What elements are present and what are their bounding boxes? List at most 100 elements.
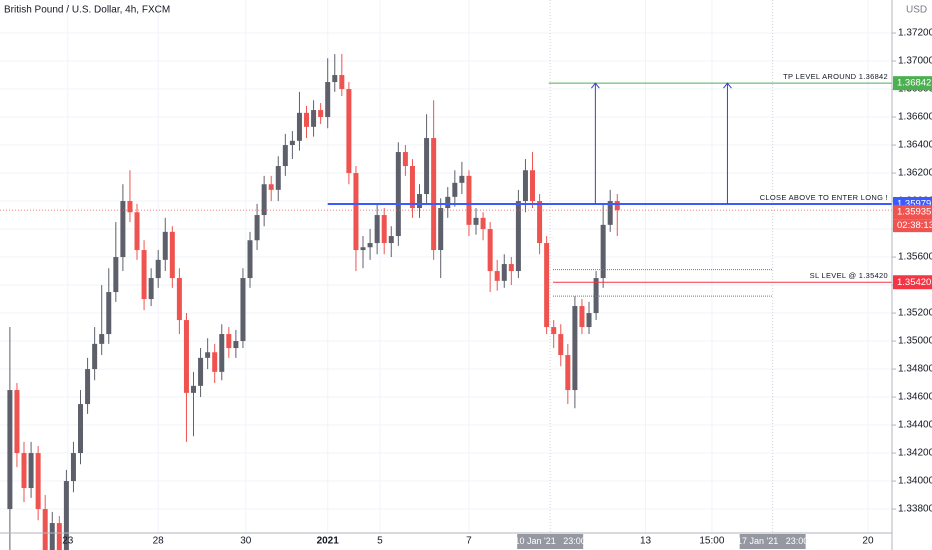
arrow-head [590, 82, 600, 89]
candle-body [424, 138, 430, 195]
x-tick-label: 5 [377, 536, 383, 547]
crosshair-label-bg [739, 534, 806, 549]
candle-body [28, 453, 34, 489]
candle-body [35, 453, 41, 510]
candle-body [141, 250, 147, 300]
candle-body [452, 182, 458, 197]
candle-body [233, 341, 239, 349]
candle-body [353, 173, 359, 251]
x-tick-label: 2021 [317, 536, 340, 547]
axes: 1.372001.370001.368001.366001.364001.362… [62, 28, 932, 549]
candle-body [304, 112, 310, 127]
candle-body [367, 243, 373, 248]
y-tick-label: 1.33800 [898, 504, 932, 515]
y-tick-label: 1.37000 [898, 56, 932, 67]
candle-body [240, 278, 246, 342]
candle-body [78, 404, 84, 454]
level-badge: 1.35979 [897, 199, 931, 210]
x-tick-label: 30 [240, 536, 252, 547]
grid [0, 0, 892, 533]
candle-body [346, 89, 352, 174]
candle-body [593, 278, 599, 314]
x-tick-label: 23 [62, 536, 74, 547]
candle-body [92, 343, 98, 370]
y-tick-label: 1.35600 [898, 252, 932, 263]
candle-body [162, 231, 168, 260]
candle-body [374, 215, 380, 244]
candle-body [106, 292, 112, 335]
candle-body [254, 215, 260, 241]
candle-body [565, 355, 571, 391]
y-tick-label: 1.36600 [898, 112, 932, 123]
candle-body [198, 357, 204, 386]
candle-body [120, 201, 126, 258]
arrow-head [723, 82, 732, 89]
candle-body [275, 166, 281, 190]
candle-body [501, 264, 507, 281]
candle-body [148, 278, 154, 300]
y-tick-label: 1.34200 [898, 448, 932, 459]
price-badge: 1.35935 [897, 207, 931, 218]
y-tick-label: 1.34600 [898, 392, 932, 403]
countdown: 02:38:13 [897, 220, 932, 231]
candle-body [600, 224, 606, 279]
candle-body [494, 271, 500, 281]
candle-body [445, 196, 451, 209]
candle-body [360, 247, 366, 251]
level-badge: 1.36842 [897, 78, 931, 89]
candle-body [395, 152, 401, 237]
candle-body [508, 264, 514, 272]
candle-body [318, 110, 324, 118]
y-tick-label: 1.36200 [898, 168, 932, 179]
candle-body [607, 201, 613, 225]
candle-body [49, 523, 55, 550]
candle-body [586, 313, 592, 328]
crosshair-label: 17 Jan '21 23:00 [737, 536, 808, 546]
candle-body [85, 369, 91, 405]
level-label: CLOSE ABOVE TO ENTER LONG ! [760, 193, 888, 202]
candle-body [219, 334, 225, 372]
y-tick-label: 1.34400 [898, 420, 932, 431]
candle-body [296, 112, 302, 141]
candle-body [226, 334, 232, 349]
price-badge-bg [893, 205, 932, 220]
candle-body [480, 217, 486, 230]
candle-body [42, 509, 48, 550]
y-tick-label: 1.35000 [898, 336, 932, 347]
candle-body [402, 152, 408, 167]
candle-body [169, 231, 175, 279]
plot: TP LEVEL AROUND 1.36842 CLOSE ABOVE TO EN… [0, 54, 892, 550]
candle-body [466, 175, 472, 225]
x-tick-label: 28 [153, 536, 165, 547]
candle-body [325, 82, 331, 118]
candle-body [459, 175, 465, 183]
level-label: SL LEVEL @ 1.35420 [810, 271, 888, 280]
level-badge-bg [893, 76, 932, 91]
candle-body [530, 170, 536, 202]
candle-body [572, 306, 578, 391]
candle-body [176, 278, 182, 321]
candle-body [183, 320, 189, 393]
y-tick-label: 1.37200 [898, 28, 932, 39]
crosshair-label: 10 Jan '21 23:00 [515, 536, 586, 546]
level-badge: 1.35420 [897, 277, 931, 288]
candle-body [99, 334, 105, 344]
candle-body [134, 212, 140, 251]
candle-body [113, 257, 119, 293]
candle-body [438, 208, 444, 251]
candle-body [191, 385, 197, 393]
candle-body [205, 352, 211, 358]
candle-body [261, 184, 267, 216]
level-badge-bg [893, 275, 932, 290]
candle-body [551, 327, 557, 335]
candle-body [579, 306, 585, 328]
candle-body [70, 453, 76, 482]
candle-body [381, 215, 387, 244]
candle-body [247, 240, 253, 279]
candle-body [155, 259, 161, 279]
level-label: TP LEVEL AROUND 1.36842 [783, 72, 888, 81]
candle-body [515, 201, 521, 272]
currency-label: USD [906, 5, 927, 16]
